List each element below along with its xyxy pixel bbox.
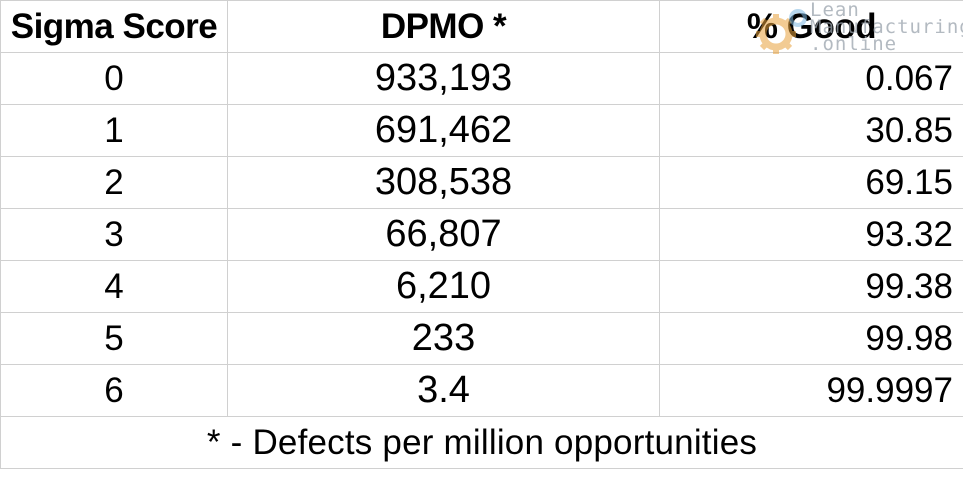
sigma-cell: 3: [0, 208, 228, 261]
header-dpmo: DPMO *: [227, 0, 660, 53]
dpmo-cell: 66,807: [227, 208, 660, 261]
good-cell: 69.15: [659, 156, 963, 209]
sigma-cell: 0: [0, 52, 228, 105]
good-cell: 93.32: [659, 208, 963, 261]
sigma-table: Sigma Score DPMO * % Good 0 933,193 0.06…: [0, 0, 963, 469]
good-cell: 30.85: [659, 104, 963, 157]
table-row: 3 66,807 93.32: [0, 208, 963, 261]
table-row: 6 3.4 99.9997: [0, 364, 963, 417]
header-row: Sigma Score DPMO * % Good: [0, 0, 963, 53]
dpmo-cell: 691,462: [227, 104, 660, 157]
dpmo-cell: 233: [227, 312, 660, 365]
table-row: 2 308,538 69.15: [0, 156, 963, 209]
sigma-cell: 4: [0, 260, 228, 313]
footnote: * - Defects per million opportunities: [0, 416, 963, 469]
dpmo-cell: 308,538: [227, 156, 660, 209]
sigma-cell: 2: [0, 156, 228, 209]
dpmo-cell: 933,193: [227, 52, 660, 105]
sigma-cell: 5: [0, 312, 228, 365]
good-cell: 0.067: [659, 52, 963, 105]
dpmo-cell: 3.4: [227, 364, 660, 417]
table-row: 1 691,462 30.85: [0, 104, 963, 157]
table-row: 0 933,193 0.067: [0, 52, 963, 105]
good-cell: 99.38: [659, 260, 963, 313]
header-sigma-score: Sigma Score: [0, 0, 228, 53]
sigma-cell: 1: [0, 104, 228, 157]
good-cell: 99.9997: [659, 364, 963, 417]
table-row: 5 233 99.98: [0, 312, 963, 365]
table-row: 4 6,210 99.38: [0, 260, 963, 313]
good-cell: 99.98: [659, 312, 963, 365]
sigma-cell: 6: [0, 364, 228, 417]
footnote-row: * - Defects per million opportunities: [0, 416, 963, 469]
dpmo-cell: 6,210: [227, 260, 660, 313]
header-percent-good: % Good: [659, 0, 963, 53]
